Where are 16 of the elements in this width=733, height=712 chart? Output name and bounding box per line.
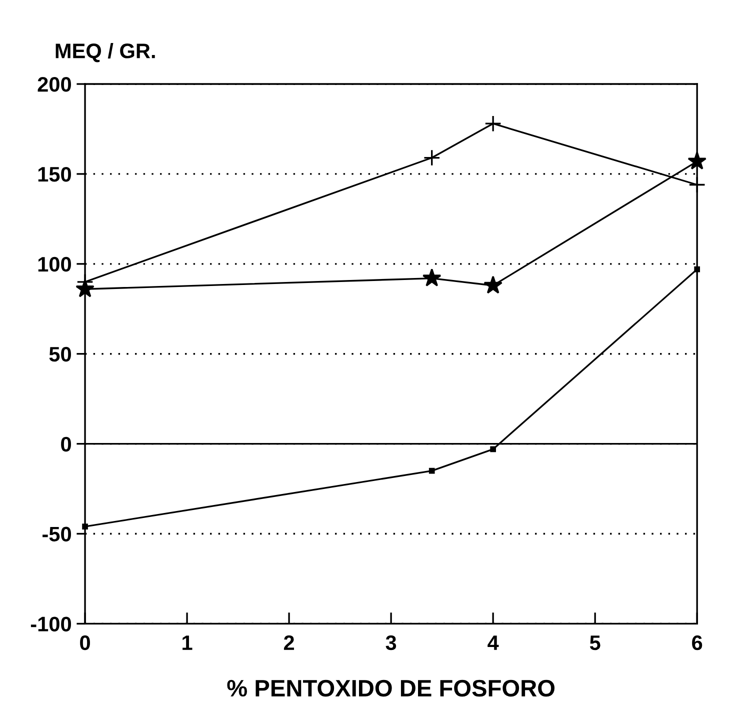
y-axis-title: MEQ / GR. (56, 43, 155, 62)
x-tick-label: 4 (488, 636, 499, 650)
x-tick-label: 5 (590, 636, 600, 650)
x-tick-label: 1 (182, 636, 192, 650)
x-tick-label: 0 (80, 635, 90, 650)
y-tick-label: -100 (30, 616, 71, 632)
y-tick-label: 0 (61, 436, 71, 452)
x-axis-title: % PENTOXIDO DE FOSFORO (227, 680, 554, 697)
x-tick-label: 3 (386, 635, 396, 650)
y-tick-label: 50 (49, 346, 71, 362)
x-tick-label: 2 (284, 635, 294, 650)
y-tick-label: -50 (42, 526, 71, 542)
y-tick-label: 150 (38, 166, 71, 182)
x-tick-label: 6 (692, 635, 702, 650)
y-tick-label: 200 (38, 77, 71, 92)
y-tick-label: 100 (38, 256, 71, 272)
